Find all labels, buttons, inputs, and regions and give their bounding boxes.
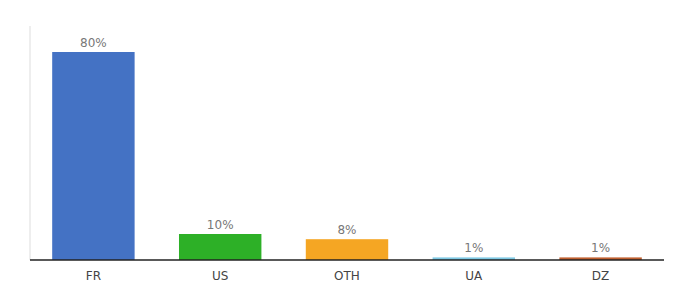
page: {"chart_data": {"type": "bar", "categori… (0, 0, 680, 300)
x-tick-label: DZ (592, 269, 609, 283)
x-axis-line (30, 259, 664, 261)
data-label: 1% (464, 241, 483, 255)
bar (52, 52, 134, 260)
x-tick-label: FR (86, 269, 101, 283)
bar (179, 234, 261, 260)
x-tick-label: US (212, 269, 228, 283)
x-tick-label: UA (465, 269, 483, 283)
bar (306, 239, 388, 260)
chart-container: 80% 10% 8% 1% 1% FR US OTH UA DZ (0, 0, 680, 300)
y-axis-line (30, 26, 31, 260)
chart-svg: 80% 10% 8% 1% 1% FR US OTH UA DZ (0, 0, 680, 300)
x-tick-labels: FR US OTH UA DZ (86, 269, 610, 283)
data-label: 10% (207, 218, 234, 232)
data-label: 8% (337, 223, 356, 237)
data-label: 1% (591, 241, 610, 255)
x-tick-label: OTH (334, 269, 360, 283)
data-label: 80% (80, 36, 107, 50)
data-labels: 80% 10% 8% 1% 1% (80, 36, 610, 255)
bars (52, 52, 642, 260)
